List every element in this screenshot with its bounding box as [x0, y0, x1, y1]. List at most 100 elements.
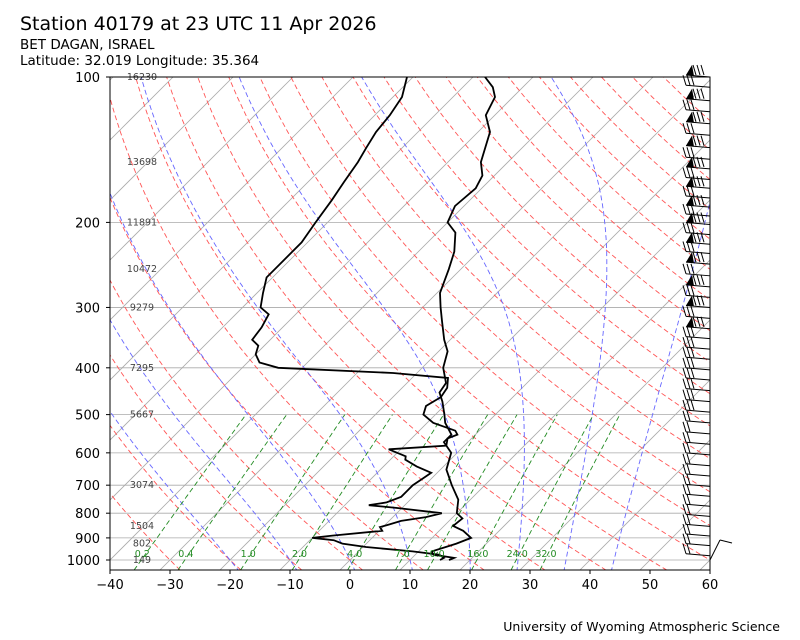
wind-barb-feather [686, 347, 691, 358]
wind-barb-staff [685, 251, 711, 255]
dry-adiabat [110, 279, 364, 570]
wind-barb-feather [682, 99, 687, 110]
wind-barb-staff [685, 493, 711, 497]
wind-barb-feather [692, 135, 697, 146]
wind-barb [682, 442, 711, 456]
wind-barb-staff [685, 156, 711, 160]
wind-barb [685, 316, 711, 330]
wind-barb-feather [682, 326, 687, 337]
isotherm-line [0, 55, 15, 572]
wind-barb-staff [685, 84, 711, 88]
wind-barb-feather [686, 337, 691, 348]
mixing-ratio-labels: 0.2 0.4 1.0 2.0 4.0 7.0 10.0 16.0 24.0 32.0 [135, 549, 557, 560]
wind-barb-feather [686, 263, 691, 274]
wind-barb [682, 306, 711, 319]
wind-barb-feather [682, 306, 687, 317]
wind-barb [682, 399, 711, 413]
wind-barb-staff [685, 473, 711, 477]
wind-barb-feather [686, 203, 691, 215]
height-label: 11891 [127, 217, 157, 228]
wind-barb-feather [700, 88, 705, 99]
x-tick-label: −30 [156, 578, 183, 593]
wind-barb-staff [685, 420, 711, 424]
wind-barb-pennant [686, 65, 694, 76]
wind-barb-feather [682, 241, 687, 252]
wind-barb-feather [700, 64, 705, 76]
x-tick-label: −40 [96, 578, 123, 593]
x-tick-label: 10 [402, 578, 419, 593]
wind-barb [682, 337, 711, 350]
dry-adiabat [110, 96, 485, 570]
wind-barb-feather [682, 523, 687, 535]
wind-barb-feather [686, 432, 691, 443]
mixing-ratio-label: 2.0 [292, 549, 307, 560]
wind-barb-feather [686, 410, 691, 421]
moist-adiabat [110, 192, 356, 570]
isotherm-line [110, 77, 474, 441]
isotherm-line [110, 77, 234, 201]
wind-barb-feather [682, 410, 687, 421]
wind-barb [685, 212, 711, 225]
wind-barb-feather [686, 306, 691, 317]
wind-barb-feather [682, 147, 687, 158]
sounding-series [251, 77, 496, 561]
wind-barb-feather [696, 135, 701, 146]
wind-barb-feather [686, 484, 691, 495]
wind-barb-feather [682, 389, 687, 400]
wind-barb-feather [692, 251, 697, 263]
dry-adiabat [383, 77, 710, 395]
wind-barb [685, 295, 711, 308]
wind-barb-feather [686, 222, 691, 233]
wind-barb-staff [685, 132, 711, 136]
wind-barb-feather [690, 123, 695, 134]
wind-barb-feather [686, 378, 691, 389]
wind-barb [682, 494, 711, 507]
wind-barb-feather [686, 99, 691, 110]
wind-barb-pennant [686, 176, 694, 188]
wind-barb-feather [682, 347, 687, 358]
wind-barb-feather [682, 543, 687, 554]
wind-barb [682, 326, 711, 340]
wind-barb [682, 514, 711, 527]
wind-barb-feather [696, 88, 701, 99]
wind-barb-feather [692, 64, 697, 76]
height-label: 13698 [127, 157, 157, 168]
dry-adiabat [352, 77, 710, 427]
mixing-ratio-label: 10.0 [424, 549, 445, 560]
isotherm-line [110, 77, 354, 321]
station-name: BET DAGAN, ISRAEL [20, 37, 155, 53]
wind-barb [682, 463, 711, 477]
wind-barb-staff [685, 441, 711, 445]
wind-barb [682, 222, 711, 236]
x-tick-label: 30 [522, 578, 539, 593]
wind-barb-feather [682, 378, 687, 389]
wind-barb-pennant [686, 295, 694, 307]
wind-barb-feather [692, 295, 697, 306]
wind-barb-pennant [686, 252, 694, 264]
wind-barb-feather [686, 474, 691, 485]
dewpoint-line [251, 77, 459, 561]
wind-barb-feather [692, 111, 697, 122]
wind-barb-feather [682, 514, 687, 525]
wind-barb-staff [685, 315, 711, 319]
wind-barb-feather [686, 123, 691, 134]
wind-barb-feather [686, 543, 691, 554]
height-label: 1504 [130, 521, 154, 532]
wind-barb-feather [686, 326, 691, 337]
y-tick-label: 700 [75, 479, 100, 494]
wind-barb-feather [686, 357, 691, 369]
wind-barb-feather [692, 88, 697, 99]
wind-barb-feather [700, 212, 705, 223]
isotherm-line [519, 379, 710, 570]
wind-barb-feather [696, 111, 701, 122]
height-label: 7295 [130, 363, 154, 374]
wind-barb-feather [690, 337, 695, 348]
wind-barb-feather [686, 494, 691, 505]
wind-barb-feather [690, 347, 695, 358]
wind-barb-feather [700, 251, 705, 263]
y-tick-label: 100 [75, 71, 100, 86]
y-tick-label: 800 [75, 507, 100, 522]
wind-barb-feather [690, 263, 695, 274]
wind-barb-feather [690, 203, 695, 215]
